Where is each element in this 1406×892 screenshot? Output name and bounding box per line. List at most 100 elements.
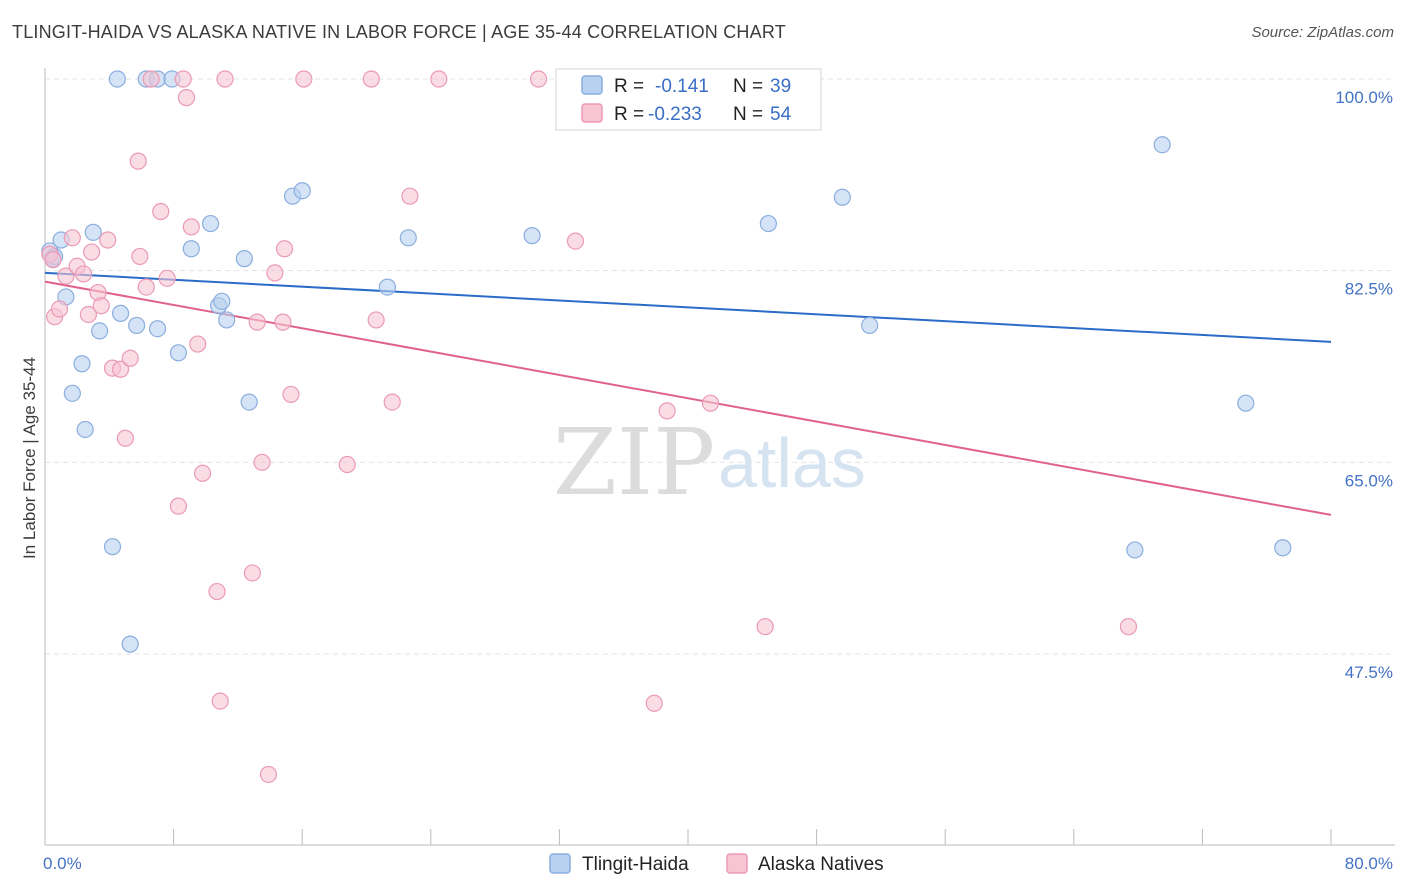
data-point-blue <box>399 229 417 247</box>
y-tick-label: 100.0% <box>1335 88 1393 107</box>
y-tick-label: 47.5% <box>1345 663 1393 682</box>
data-point-pink <box>63 229 81 247</box>
legend-r-value-1: -0.141 <box>655 76 709 97</box>
data-point-pink <box>208 582 226 601</box>
data-point-pink <box>430 70 448 88</box>
data-point-pink <box>158 269 176 287</box>
legend-r-label-2: R = <box>614 104 644 125</box>
legend-r-label-1: R = <box>614 76 644 97</box>
data-point-pink <box>137 278 155 296</box>
data-point-pink <box>111 360 130 378</box>
bottom-legend-swatch-alaska <box>726 853 748 874</box>
data-point-pink <box>266 264 284 282</box>
data-point-blue <box>121 635 139 653</box>
data-point-pink <box>50 300 69 318</box>
data-point-pink <box>295 70 313 88</box>
legend-n-label-2: N = <box>733 104 763 125</box>
data-point-blue <box>111 304 130 322</box>
data-point-pink <box>275 240 294 258</box>
watermark: ZIP atlas <box>553 409 866 516</box>
watermark-atlas: atlas <box>718 424 866 502</box>
data-point-pink <box>259 765 278 784</box>
data-point-pink <box>131 247 149 266</box>
data-point-pink <box>169 497 188 515</box>
data-point-pink <box>44 251 62 269</box>
data-point-pink <box>92 297 110 315</box>
legend-n-value-1: 39 <box>770 76 791 97</box>
data-point-blue <box>235 250 253 268</box>
y-axis-label: In Labor Force | Age 35-44 <box>20 357 39 559</box>
data-point-pink <box>116 429 134 447</box>
legend-swatch-alaska <box>581 103 603 123</box>
data-point-blue <box>76 420 94 439</box>
data-point-blue <box>293 182 311 200</box>
data-point-pink <box>182 218 200 236</box>
data-point-pink <box>253 453 271 471</box>
y-tick-label: 65.0% <box>1345 471 1393 490</box>
data-point-blue <box>148 320 167 338</box>
data-point-pink <box>367 311 385 329</box>
data-point-pink <box>174 70 192 88</box>
data-point-pink <box>383 393 401 411</box>
data-point-blue <box>182 240 200 258</box>
trend-line-blue <box>44 271 1332 343</box>
data-point-pink <box>74 265 93 283</box>
data-point-pink <box>338 455 356 474</box>
data-point-blue <box>861 316 879 335</box>
bottom-legend-label-alaska: Alaska Natives <box>758 854 884 875</box>
legend-n-value-2: 54 <box>770 104 792 125</box>
data-point-pink <box>701 394 720 412</box>
legend-r-value-2: -0.233 <box>648 104 702 125</box>
data-point-pink <box>189 335 207 353</box>
data-point-blue <box>63 384 81 402</box>
data-point-pink <box>211 692 229 710</box>
data-point-pink <box>566 232 585 250</box>
data-point-blue <box>84 223 102 241</box>
legend-swatch-tlingit <box>581 75 603 95</box>
bottom-legend: Tlingit-Haida Alaska Natives <box>549 853 884 875</box>
data-point-blue <box>523 227 541 245</box>
data-point-blue <box>240 393 258 411</box>
data-point-blue <box>833 188 851 206</box>
data-point-pink <box>193 464 212 482</box>
bottom-legend-swatch-tlingit <box>549 853 571 874</box>
data-point-blue <box>1237 394 1255 412</box>
x-tick-label: 0.0% <box>43 854 82 873</box>
data-point-pink <box>756 618 774 636</box>
bottom-legend-label-tlingit: Tlingit-Haida <box>582 854 689 875</box>
tick-label-layer: 100.0% 82.5% 65.0% 47.5% 0.0% 80.0% <box>43 88 1393 873</box>
data-point-pink <box>99 231 117 249</box>
data-point-pink <box>243 564 261 582</box>
data-point-blue <box>108 70 126 88</box>
data-point-blue <box>128 316 146 335</box>
axis-layer <box>44 68 1395 846</box>
data-point-blue <box>759 214 777 233</box>
data-point-blue <box>378 278 396 296</box>
data-point-pink <box>248 313 266 331</box>
data-point-pink <box>121 349 139 367</box>
data-point-pink <box>1119 618 1138 636</box>
data-point-pink <box>57 267 75 285</box>
data-point-pink <box>401 187 419 205</box>
data-point-pink <box>142 70 160 88</box>
data-point-blue <box>213 292 231 310</box>
legend-n-label-1: N = <box>733 76 763 97</box>
data-point-blue <box>201 214 220 233</box>
legend-box: R = -0.141 N = 39 R = -0.233 N = 54 <box>555 68 822 131</box>
data-point-blue <box>103 538 122 556</box>
data-point-pink <box>83 243 101 261</box>
data-point-pink <box>282 385 300 404</box>
data-point-blue <box>73 355 91 373</box>
watermark-zip: ZIP <box>553 409 715 516</box>
data-point-pink <box>645 694 663 712</box>
chart-title: TLINGIT-HAIDA VS ALASKA NATIVE IN LABOR … <box>12 22 786 42</box>
data-point-pink <box>79 305 98 324</box>
data-point-pink <box>658 402 676 420</box>
data-point-pink <box>129 152 147 170</box>
y-tick-label: 82.5% <box>1345 280 1393 299</box>
x-tick-label: 80.0% <box>1345 854 1393 873</box>
data-point-pink <box>152 202 170 221</box>
data-point-blue <box>1126 541 1144 559</box>
